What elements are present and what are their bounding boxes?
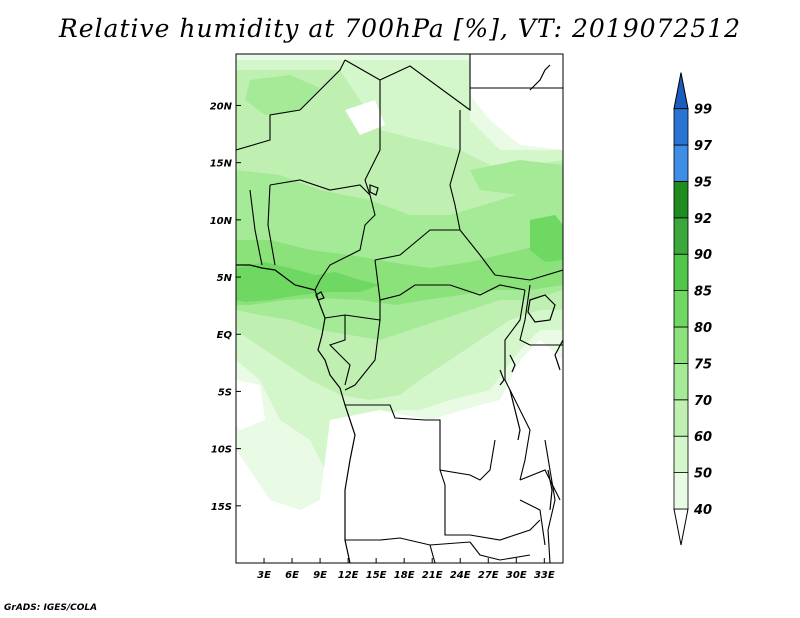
- border-south: [469, 541, 531, 561]
- coast-east-africa: [554, 339, 563, 371]
- lon-tick-label: 6E: [285, 570, 299, 581]
- lake-malawi: [547, 469, 553, 511]
- colorbar-box: [673, 217, 689, 255]
- border-drc-angola: [345, 404, 496, 481]
- colorbar-box: [673, 399, 689, 437]
- lat-tick-label: 15S: [211, 502, 232, 513]
- border-chad-sudan: [449, 110, 496, 276]
- coast-ne: [529, 64, 551, 91]
- colorbar-box: [673, 290, 689, 328]
- colorbar: 40 50 60 70 75 80 85 90 92 95 97 99: [673, 72, 713, 546]
- dry-patch-1: [345, 100, 385, 135]
- lake-victoria: [527, 294, 556, 323]
- lake-kivu: [499, 369, 505, 386]
- lat-tick-label: 5N: [217, 273, 233, 284]
- lon-tick-label: 21E: [422, 570, 443, 581]
- lon-tick-label: 12E: [338, 570, 359, 581]
- border-namibia-bot: [429, 544, 436, 563]
- dry-zone-south: [236, 380, 563, 563]
- lat-tick-label: 10N: [210, 216, 233, 227]
- colorbar-label: 92: [694, 212, 712, 227]
- lon-tick-label: 24E: [450, 570, 471, 581]
- lon-tick-label: 18E: [394, 570, 415, 581]
- colorbar-box: [673, 108, 689, 146]
- colorbar-box: [673, 472, 689, 510]
- colorbar-label: 99: [694, 103, 712, 118]
- border-chad-car: [374, 229, 460, 261]
- lat-tick-label: 20N: [210, 101, 233, 112]
- border-drc-east: [504, 289, 531, 481]
- colorbar-label: 90: [694, 248, 712, 263]
- border-angola-zambia: [439, 469, 470, 536]
- coast-bioko: [315, 291, 325, 301]
- map-panel: [235, 53, 564, 564]
- border-niger-chad: [364, 80, 381, 196]
- country-borders: [236, 54, 563, 563]
- dry-zone-north: [470, 54, 563, 150]
- lon-tick-label: 9E: [313, 570, 327, 581]
- colorbar-lower-triangle: [673, 508, 689, 546]
- map-title: Relative humidity at 700hPa [%], VT: 201…: [58, 14, 742, 43]
- border-benin-nigeria: [267, 184, 276, 266]
- lat-tick-label: 15N: [210, 159, 233, 170]
- lake-chad: [369, 184, 379, 196]
- coastline: [236, 64, 563, 563]
- colorbar-label: 85: [694, 285, 712, 300]
- colorbar-box: [673, 180, 689, 219]
- lon-tick-label: 30E: [506, 570, 527, 581]
- border-malawi: [544, 439, 556, 563]
- border-sudan-ssudan: [494, 269, 563, 281]
- colorbar-box: [673, 253, 689, 291]
- footer-credit: GrADS: IGES/COLA: [4, 603, 98, 613]
- humidity-field: [236, 54, 563, 563]
- border-cameroon-south: [324, 300, 381, 321]
- longitude-axis: 3E 6E 9E 12E 15E 18E 21E 24E 27E 30E 33E: [257, 558, 555, 581]
- border-nigeria-cameroon: [314, 194, 376, 291]
- humidity-zone-80-east: [530, 215, 563, 262]
- border-mali-niger-algeria: [236, 59, 346, 151]
- border-congo-drc: [344, 319, 381, 391]
- map-frame: [235, 53, 564, 564]
- colorbar-label: 97: [694, 139, 713, 154]
- colorbar-upper-triangle: [673, 72, 689, 110]
- colorbar-label: 80: [694, 321, 712, 336]
- colorbar-box: [673, 435, 689, 474]
- lat-tick-label: 10S: [211, 445, 232, 456]
- lat-tick-label: 5S: [218, 387, 232, 398]
- lake-tanganyika: [509, 389, 521, 441]
- border-gabon-congo: [328, 315, 351, 386]
- dry-patch-2: [236, 380, 265, 430]
- border-car-south: [374, 259, 526, 301]
- coast-gulf-of-guinea: [236, 264, 326, 319]
- lat-tick-label: EQ: [217, 330, 233, 341]
- colorbar-box: [673, 144, 689, 182]
- lake-albert: [509, 354, 516, 373]
- border-niger-libya: [344, 54, 471, 112]
- colorbar-label: 95: [694, 175, 712, 190]
- colorbar-box: [673, 326, 689, 364]
- lon-tick-label: 33E: [534, 570, 555, 581]
- humidity-zone-80-ne: [470, 160, 563, 195]
- lon-tick-label: 3E: [257, 570, 271, 581]
- latitude-axis: 20N 15N 10N 5N EQ 5S 10S 15S: [210, 101, 241, 513]
- colorbar-box: [673, 362, 689, 401]
- colorbar-label: 40: [693, 503, 712, 518]
- border-benin-togo: [249, 189, 263, 266]
- colorbar-label: 75: [694, 357, 712, 372]
- border-mozambique: [519, 499, 546, 546]
- border-nigeria-niger: [269, 179, 371, 196]
- coast-west-central: [317, 317, 356, 563]
- border-angola-namibia: [345, 537, 471, 546]
- border-uganda-kenya: [519, 284, 531, 346]
- humidity-zone-80: [236, 262, 380, 302]
- colorbar-label: 60: [694, 430, 712, 445]
- humidity-zone-80-north: [245, 75, 320, 115]
- lon-tick-label: 15E: [366, 570, 387, 581]
- border-zambia-south: [469, 519, 541, 541]
- colorbar-label: 50: [694, 467, 712, 482]
- colorbar-label: 70: [694, 394, 712, 409]
- lon-tick-label: 27E: [478, 570, 499, 581]
